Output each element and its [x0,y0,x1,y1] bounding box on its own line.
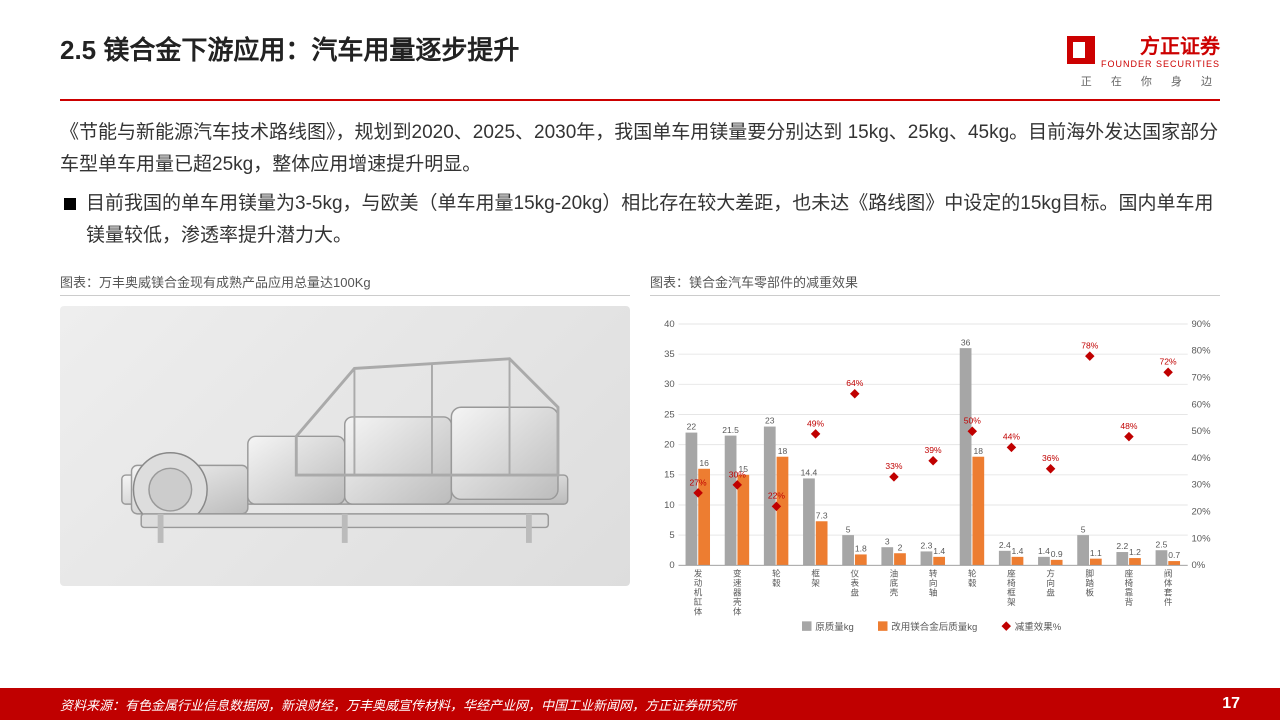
svg-text:0.9: 0.9 [1051,549,1063,559]
page-title: 2.5 镁合金下游应用：汽车用量逐步提升 [60,30,519,67]
svg-text:转向轴: 转向轴 [929,568,938,598]
bullet-row: 目前我国的单车用镁量为3-5kg，与欧美（单车用量15kg-20kg）相比存在较… [60,188,1220,253]
logo-icon [1067,36,1095,64]
svg-text:39%: 39% [925,445,943,455]
svg-text:40%: 40% [1192,453,1212,464]
svg-text:50%: 50% [1192,426,1212,437]
svg-text:发动机缸体: 发动机缸体 [694,568,703,617]
svg-text:30%: 30% [729,469,747,479]
svg-text:18: 18 [974,446,984,456]
svg-text:40: 40 [664,319,675,330]
logo-text: 方正证券 [1101,30,1220,59]
charts-row: 图表：万丰奥威镁合金现有成熟产品应用总量达100Kg [0,252,1280,651]
svg-text:改用镁合金后质量kg: 改用镁合金后质量kg [891,621,977,633]
svg-text:36%: 36% [1042,453,1060,463]
svg-text:座椅靠背: 座椅靠背 [1125,568,1134,608]
svg-text:2.3: 2.3 [920,541,932,551]
svg-text:80%: 80% [1192,346,1212,357]
svg-text:0%: 0% [1192,560,1206,571]
svg-text:10%: 10% [1192,534,1212,545]
svg-text:78%: 78% [1081,341,1099,351]
svg-text:50%: 50% [964,416,982,426]
svg-text:原质量kg: 原质量kg [815,621,854,633]
svg-text:36: 36 [961,337,971,347]
svg-text:48%: 48% [1120,421,1138,431]
weight-reduction-chart: 05101520253035400%10%20%30%40%50%60%70%8… [650,306,1220,646]
footer-source: 资料来源：有色金属行业信息数据网，新浪财经，万丰奥威宣传材料，华经产业网，中国工… [60,695,736,714]
footer: 资料来源：有色金属行业信息数据网，新浪财经，万丰奥威宣传材料，华经产业网，中国工… [0,688,1280,720]
chart-right-caption: 图表：镁合金汽车零部件的减重效果 [650,272,1220,296]
svg-text:44%: 44% [1003,432,1021,442]
paragraph-1: 《节能与新能源汽车技术路线图》，规划到2020、2025、2030年，我国单车用… [60,117,1220,182]
svg-text:2.5: 2.5 [1156,540,1168,550]
svg-text:1.1: 1.1 [1090,548,1102,558]
svg-text:轮毂: 轮毂 [772,568,781,589]
svg-text:23: 23 [765,416,775,426]
svg-text:14.4: 14.4 [801,468,818,478]
svg-text:10: 10 [664,500,675,511]
svg-text:90%: 90% [1192,319,1212,330]
svg-text:减重效果%: 减重效果% [1015,621,1062,633]
svg-text:15: 15 [664,470,675,481]
svg-text:2.2: 2.2 [1116,541,1128,551]
logo-block: 方正证券 FOUNDER SECURITIES 正 在 你 身 边 [1067,30,1220,89]
tagline: 正 在 你 身 边 [1067,73,1220,89]
svg-text:49%: 49% [807,419,825,429]
svg-text:5: 5 [669,530,674,541]
svg-text:1.2: 1.2 [1129,547,1141,557]
svg-text:18: 18 [778,446,788,456]
chart-right-col: 图表：镁合金汽车零部件的减重效果 05101520253035400%10%20… [650,272,1220,651]
svg-text:1.8: 1.8 [855,544,867,554]
page-number: 17 [1222,695,1240,713]
svg-text:0.7: 0.7 [1168,550,1180,560]
svg-text:16: 16 [699,458,709,468]
svg-text:3: 3 [885,537,890,547]
svg-text:脚踏板: 脚踏板 [1086,569,1095,598]
svg-text:仪表盘: 仪表盘 [850,569,859,598]
svg-text:1.4: 1.4 [1038,546,1050,556]
svg-text:30: 30 [664,379,675,390]
svg-text:5: 5 [846,524,851,534]
svg-text:22: 22 [687,422,697,432]
svg-text:1.4: 1.4 [933,546,945,556]
chart-left-col: 图表：万丰奥威镁合金现有成熟产品应用总量达100Kg [60,272,630,651]
svg-text:70%: 70% [1192,373,1212,384]
svg-text:5: 5 [1081,524,1086,534]
header: 2.5 镁合金下游应用：汽车用量逐步提升 方正证券 FOUNDER SECURI… [0,0,1280,99]
svg-text:轮毂: 轮毂 [968,568,977,589]
svg-text:30%: 30% [1192,480,1212,491]
svg-text:25: 25 [664,410,675,421]
svg-text:方向盘: 方向盘 [1046,568,1055,598]
logo: 方正证券 FOUNDER SECURITIES [1067,30,1220,69]
body-text: 《节能与新能源汽车技术路线图》，规划到2020、2025、2030年，我国单车用… [0,117,1280,252]
bullet-icon [64,198,76,210]
svg-text:64%: 64% [846,378,864,388]
svg-text:27%: 27% [690,477,708,487]
svg-text:7.3: 7.3 [816,511,828,521]
svg-text:35: 35 [664,349,675,360]
svg-text:33%: 33% [885,461,903,471]
svg-text:变速器壳体: 变速器壳体 [733,568,742,617]
bullet-text: 目前我国的单车用镁量为3-5kg，与欧美（单车用量15kg-20kg）相比存在较… [86,188,1220,253]
car-frame-image [60,306,630,586]
svg-text:2.4: 2.4 [999,540,1011,550]
svg-text:2: 2 [898,543,903,553]
svg-text:阀体套件: 阀体套件 [1164,569,1173,607]
svg-text:60%: 60% [1192,399,1212,410]
svg-text:21.5: 21.5 [722,425,739,435]
car-frame-svg [74,320,616,572]
header-divider [60,99,1220,101]
svg-text:油底壳: 油底壳 [890,568,899,598]
svg-text:20: 20 [664,440,675,451]
svg-text:20%: 20% [1192,507,1212,518]
svg-text:72%: 72% [1160,357,1178,367]
logo-subtext: FOUNDER SECURITIES [1101,59,1220,69]
svg-text:0: 0 [669,560,674,571]
svg-text:座椅框架: 座椅框架 [1007,568,1016,608]
svg-text:22%: 22% [768,491,786,501]
svg-text:框架: 框架 [811,568,820,589]
chart-left-caption: 图表：万丰奥威镁合金现有成熟产品应用总量达100Kg [60,272,630,296]
svg-text:1.4: 1.4 [1012,546,1024,556]
